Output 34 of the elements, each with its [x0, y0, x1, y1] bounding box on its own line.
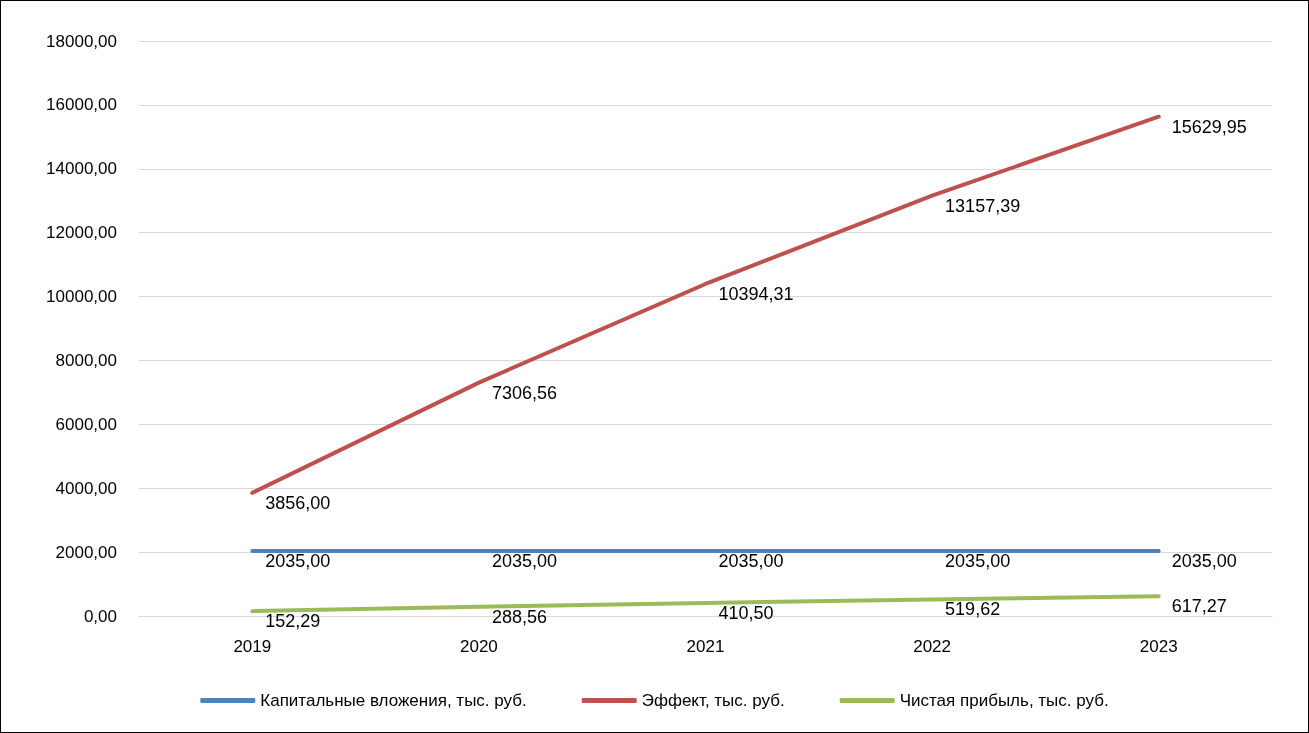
data-label: 2035,00 — [718, 550, 784, 571]
data-label: 617,27 — [1171, 596, 1227, 617]
data-label: 2035,00 — [1171, 550, 1237, 571]
x-tick-label: 2020 — [459, 637, 498, 656]
x-tick-label: 2021 — [686, 637, 725, 656]
legend-label: Капитальные вложения, тыс. руб. — [260, 691, 527, 710]
y-tick-label: 4000,00 — [55, 478, 117, 498]
data-label: 519,62 — [945, 599, 1001, 620]
data-label: 2035,00 — [945, 550, 1011, 571]
legend-label: Эффект, тыс. руб. — [641, 691, 785, 710]
data-label: 2035,00 — [265, 550, 331, 571]
data-label: 152,29 — [265, 611, 321, 632]
data-label: 410,50 — [718, 602, 774, 623]
data-label: 10394,31 — [718, 283, 794, 304]
data-label: 7306,56 — [491, 382, 557, 403]
line-series — [250, 114, 1161, 495]
x-tick-label: 2023 — [1139, 637, 1178, 656]
y-tick-label: 2000,00 — [55, 542, 117, 562]
y-tick-label: 12000,00 — [46, 223, 117, 243]
data-label: 13157,39 — [945, 195, 1021, 216]
y-tick-label: 10000,00 — [46, 287, 117, 307]
x-tick-label: 2022 — [913, 637, 952, 656]
data-label: 2035,00 — [491, 550, 557, 571]
x-tick-label: 2019 — [233, 637, 272, 656]
data-label: 288,56 — [491, 606, 547, 627]
y-tick-label: 8000,00 — [55, 350, 117, 370]
y-tick-label: 0,00 — [83, 606, 117, 626]
data-label: 15629,95 — [1171, 116, 1247, 137]
y-tick-label: 16000,00 — [46, 95, 117, 115]
legend-label: Чистая прибыль, тыс. руб. — [899, 691, 1109, 710]
y-tick-label: 14000,00 — [46, 159, 117, 179]
y-tick-label: 6000,00 — [55, 414, 117, 434]
data-label: 3856,00 — [265, 492, 331, 513]
y-tick-label: 18000,00 — [46, 31, 117, 51]
